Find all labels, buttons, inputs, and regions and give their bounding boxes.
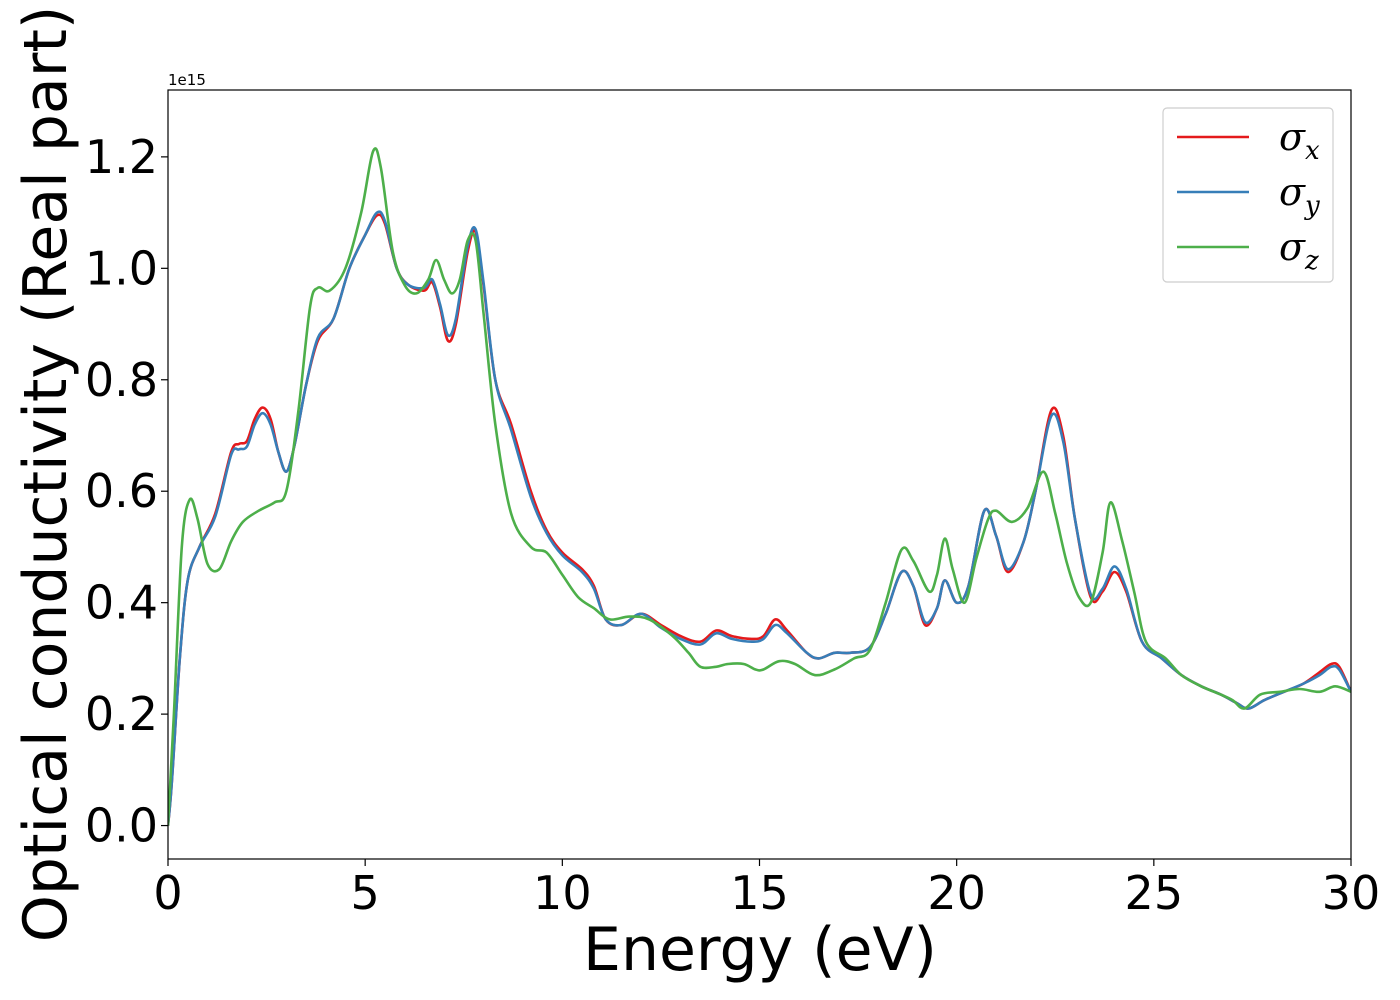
x-axis-ticks: 0 5 10 15 20 25 30 (153, 859, 1380, 920)
legend-frame (1162, 107, 1334, 283)
x-tick-label: 5 (351, 866, 380, 920)
series-line-y (168, 210, 1351, 826)
x-tick-label: 15 (730, 866, 789, 920)
x-tick-label: 10 (533, 866, 592, 920)
y-axis-ticks: 0.0 0.2 0.4 0.6 0.8 1.0 1.2 (85, 130, 168, 853)
x-tick-label: 25 (1125, 866, 1184, 920)
x-tick-label: 30 (1322, 866, 1381, 920)
y-tick-label: 0.2 (85, 687, 158, 741)
series-layer (168, 147, 1351, 826)
y-offset-label: 1e15 (168, 71, 206, 89)
y-tick-label: 0.6 (85, 464, 158, 518)
x-tick-label: 20 (927, 866, 986, 920)
y-tick-label: 1.0 (85, 241, 158, 295)
y-tick-label: 0.4 (85, 576, 158, 630)
y-tick-label: 0.8 (85, 353, 158, 407)
y-tick-label: 1.2 (85, 130, 158, 184)
x-tick-label: 0 (153, 866, 182, 920)
plot-area (168, 90, 1351, 859)
x-axis-label: Energy (eV) (583, 915, 937, 985)
y-axis-label: Optical conductivity (Real part) (11, 6, 81, 943)
series-line-z (168, 147, 1351, 826)
y-tick-label: 0.0 (85, 799, 158, 853)
